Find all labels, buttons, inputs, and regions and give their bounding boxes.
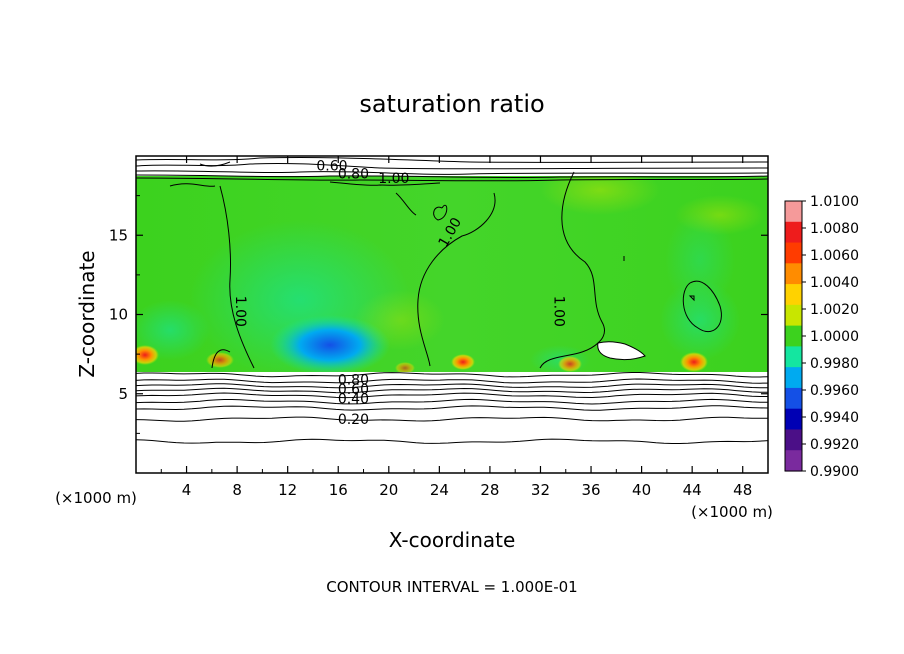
supersaturation-hotspot: [451, 354, 475, 370]
x-tick-label: 24: [430, 481, 449, 499]
contour-label: 0.80: [338, 372, 369, 388]
contour-labels: 0.600.80 1.001.001.00 1.000.800.600.400.20: [232, 159, 567, 429]
colorbar-swatch: [785, 304, 802, 327]
x-axis: 4 8 12 16 20 24 28 32 36 40 44 48: [160, 156, 752, 499]
colorbar-label: 1.0040: [810, 275, 859, 291]
x-tick-label: 28: [480, 481, 499, 499]
colorbar-label: 1.0080: [810, 221, 859, 237]
y-tick-label: 10: [109, 306, 128, 324]
colorbar-swatch: [785, 221, 802, 244]
colorbar-label: 0.9900: [810, 464, 859, 480]
colorbar-label: 1.0020: [810, 302, 859, 318]
colorbar-label: 1.0060: [810, 248, 859, 264]
colorbar-swatch: [785, 387, 802, 410]
contour-lines-cloud: [169, 171, 722, 369]
x-tick-label: 48: [733, 481, 752, 499]
contour-label: 0.80: [338, 166, 369, 182]
colorbar-label: 0.9920: [810, 437, 859, 453]
contour-line: [136, 405, 768, 411]
x-tick-label: 36: [581, 481, 600, 499]
supersaturation-hotspot: [395, 362, 415, 374]
contour-line: [136, 398, 768, 405]
x-tick-label: 4: [182, 481, 192, 499]
colorbar-swatch: [785, 242, 802, 264]
contour-label: 1.00: [550, 296, 566, 327]
x-tick-label: 12: [278, 481, 297, 499]
x-tick-label: 8: [232, 481, 242, 499]
colorbar-swatch: [785, 346, 802, 368]
contour-label: 0.60: [316, 159, 347, 175]
x-tick-label: 20: [379, 481, 398, 499]
contour-label-text: 0.60: [338, 382, 369, 398]
contour-line: [136, 378, 768, 384]
colorbar-label: 0.9940: [810, 410, 859, 426]
contour-label: 1.00: [232, 296, 248, 327]
y-axis: 5 10 15: [109, 195, 768, 434]
contour-label: 0.20: [338, 412, 369, 428]
x-axis-label: X-coordinate: [389, 528, 516, 552]
supersaturation-hotspot: [558, 356, 582, 372]
contour-line: [136, 392, 768, 399]
contour-label: 0.60: [338, 382, 369, 398]
supersaturation-region: [675, 195, 765, 235]
contour-label: 0.40: [338, 392, 369, 408]
contour-label-text: 1.00: [232, 296, 248, 327]
y-tick-label: 15: [109, 226, 128, 244]
contour-label: 1.00: [378, 171, 409, 187]
y-unit-label: (×1000 m): [55, 489, 137, 507]
contour-label-text: 0.80: [338, 166, 369, 182]
contour-lines-top: [136, 156, 768, 186]
colorbar-label: 0.9960: [810, 383, 859, 399]
contour-label-text: 0.80: [338, 372, 369, 388]
contour-lines-bottom: [136, 372, 768, 444]
x-unit-label: (×1000 m): [691, 503, 773, 521]
x-tick-label: 44: [683, 481, 702, 499]
colorbar-label: 1.0100: [810, 194, 859, 210]
contour-label-text: 0.20: [338, 412, 369, 428]
plot-area: 0.600.80 1.001.001.00 1.000.800.600.400.20: [136, 156, 768, 473]
supersaturation-hotspot: [680, 352, 708, 372]
contour-label-text: 1.00: [378, 171, 409, 187]
x-tick-label: 32: [531, 481, 550, 499]
contour-label-text: 0.40: [338, 392, 369, 408]
chart-title: saturation ratio: [359, 90, 544, 118]
supersaturation-region: [540, 165, 660, 215]
y-tick-label: 5: [118, 385, 128, 403]
contour-interval-note: CONTOUR INTERVAL = 1.000E-01: [326, 578, 577, 596]
colorbar-label: 1.0000: [810, 329, 859, 345]
supersaturation-hotspot: [136, 345, 159, 365]
x-tick-label: 16: [329, 481, 348, 499]
colorbar-swatch: [785, 450, 802, 472]
contour-line: [136, 438, 768, 444]
top-unsaturated-layer: [136, 156, 768, 176]
contour-label-text: 0.60: [316, 159, 347, 175]
low-saturation-region: [665, 210, 735, 310]
contour-line: [136, 416, 768, 422]
colorbar-swatch: [785, 325, 802, 347]
cloud-hole: [597, 341, 646, 361]
colorbar-swatch: [785, 408, 802, 431]
y-axis-label: Z-coordinate: [75, 250, 99, 377]
contour-line: [136, 383, 768, 389]
low-saturation-region: [136, 300, 210, 360]
contour-line: [136, 387, 768, 394]
colorbar-swatch: [785, 263, 802, 285]
bottom-unsaturated-layer: [136, 372, 768, 473]
colorbar-swatch: [785, 429, 802, 451]
supersaturation-hotspot: [206, 352, 234, 368]
x-tick-label: 40: [632, 481, 651, 499]
colorbar-label: 0.9980: [810, 356, 859, 372]
contour-label-text: 1.00: [550, 296, 566, 327]
colorbar: 1.0100 1.0080 1.0060 1.0040 1.0020 1.0000 0.99…: [784, 194, 859, 480]
colorbar-swatch: [785, 284, 802, 306]
colorbar-swatch: [785, 201, 802, 223]
colorbar-swatch: [785, 367, 802, 389]
supersaturation-region: [355, 290, 445, 350]
contour-line: [136, 372, 768, 378]
